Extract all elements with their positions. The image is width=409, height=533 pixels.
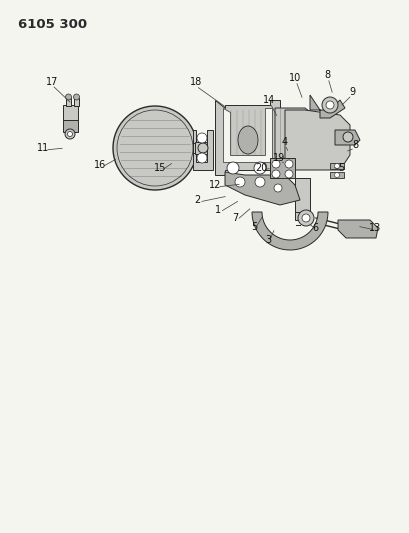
Polygon shape <box>337 220 377 238</box>
Text: 9: 9 <box>348 87 354 97</box>
Text: 13: 13 <box>368 223 380 233</box>
Circle shape <box>334 164 339 168</box>
Polygon shape <box>294 178 309 220</box>
Circle shape <box>271 160 279 168</box>
Circle shape <box>271 170 279 178</box>
Text: 4: 4 <box>281 137 288 147</box>
Bar <box>329 172 343 178</box>
Polygon shape <box>309 95 344 118</box>
Circle shape <box>67 132 72 136</box>
Text: 12: 12 <box>208 180 220 190</box>
Bar <box>329 163 343 169</box>
Bar <box>66 98 71 106</box>
Circle shape <box>198 143 207 153</box>
Circle shape <box>196 133 207 143</box>
Circle shape <box>321 97 337 113</box>
Text: 8: 8 <box>323 70 329 80</box>
Circle shape <box>254 162 265 174</box>
Text: 3: 3 <box>264 235 270 245</box>
Bar <box>195 142 207 154</box>
Text: 19: 19 <box>272 153 284 163</box>
Text: 5: 5 <box>250 222 256 232</box>
Text: 18: 18 <box>189 77 202 87</box>
Circle shape <box>297 210 313 226</box>
Ellipse shape <box>237 126 257 154</box>
Circle shape <box>227 162 238 174</box>
Circle shape <box>73 94 79 100</box>
Circle shape <box>301 214 309 222</box>
Circle shape <box>65 94 71 100</box>
Circle shape <box>325 101 333 109</box>
Text: 17: 17 <box>46 77 58 87</box>
Circle shape <box>234 177 245 187</box>
Bar <box>74 98 79 106</box>
Text: 6: 6 <box>311 223 317 233</box>
Text: 1: 1 <box>214 205 220 215</box>
Text: 20: 20 <box>254 163 267 173</box>
Ellipse shape <box>113 106 196 190</box>
Polygon shape <box>214 100 279 175</box>
Circle shape <box>284 160 292 168</box>
Polygon shape <box>193 130 213 170</box>
Polygon shape <box>334 130 359 145</box>
Text: 15: 15 <box>153 163 166 173</box>
Polygon shape <box>284 110 349 170</box>
Text: 14: 14 <box>262 95 274 105</box>
Polygon shape <box>222 108 271 162</box>
Circle shape <box>273 184 281 192</box>
Text: 6105 300: 6105 300 <box>18 18 87 31</box>
Circle shape <box>334 173 339 177</box>
Polygon shape <box>63 120 78 132</box>
Text: 11: 11 <box>37 143 49 153</box>
Circle shape <box>196 153 207 163</box>
Polygon shape <box>63 105 78 120</box>
Circle shape <box>254 177 264 187</box>
Polygon shape <box>270 158 294 178</box>
Polygon shape <box>225 172 299 205</box>
Circle shape <box>65 129 75 139</box>
Text: 2: 2 <box>193 195 200 205</box>
Text: 10: 10 <box>288 73 300 83</box>
Text: 7: 7 <box>231 213 238 223</box>
Polygon shape <box>274 108 309 160</box>
Circle shape <box>284 170 292 178</box>
Text: 8: 8 <box>351 140 357 150</box>
Polygon shape <box>252 212 327 250</box>
Text: 5: 5 <box>337 163 343 173</box>
Text: 16: 16 <box>94 160 106 170</box>
Circle shape <box>342 132 352 142</box>
